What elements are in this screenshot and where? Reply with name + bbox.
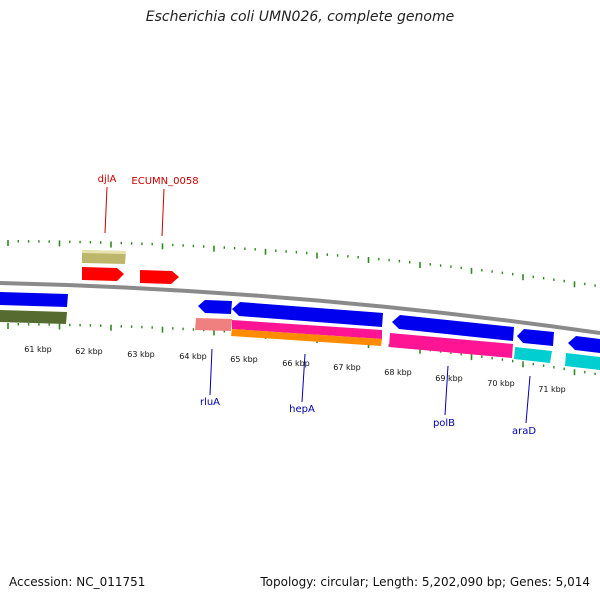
feature-hepA-band-orange[interactable] [231,329,382,346]
gene-label-polB[interactable]: polB [433,365,455,429]
feature-blue-left[interactable] [0,292,68,307]
feature-hepA-arrow[interactable] [232,302,383,327]
gene-label-hepA-text: hepA [289,404,315,415]
kbp-label: 63 kbp [127,350,155,359]
topology-text: Topology: circular; Length: 5,202,090 bp… [260,575,590,589]
feature-green-left[interactable] [0,310,67,324]
kbp-label: 64 kbp [179,352,207,361]
kbp-label: 69 kbp [435,374,463,383]
gene-label-djlA-text: djlA [98,174,117,185]
feature-hepA-band-pink[interactable] [232,320,382,339]
feature-araD-band[interactable] [514,347,552,363]
accession-text: Accession: NC_011751 [9,575,146,589]
feature-rluA-arrow[interactable] [198,300,232,314]
gene-label-rluA-text: rluA [200,397,220,408]
kbp-label: 62 kbp [75,347,103,356]
feature-ECUMN_0058-arrow[interactable] [140,270,179,284]
gene-label-polB-text: polB [433,418,455,429]
kbp-label: 65 kbp [230,355,258,364]
kbp-label: 67 kbp [333,363,361,372]
genome-backbone [0,281,600,335]
gene-label-djlA[interactable]: djlA [98,174,117,234]
kbp-label: 66 kbp [282,359,310,368]
feature-right-band[interactable] [565,353,600,370]
feature-djlA-arrow[interactable] [82,267,124,281]
feature-polB-band[interactable] [389,333,513,358]
gene-label-araD-text: araD [512,426,536,437]
kbp-labels: 61 kbp 62 kbp 63 kbp 64 kbp 65 kbp 66 kb… [24,345,566,394]
feature-right-arrow[interactable] [568,336,600,353]
feature-rluA-band[interactable] [195,318,232,331]
outer-ruler [7,240,596,288]
kbp-label: 61 kbp [24,345,52,354]
feature-araD-arrow[interactable] [517,329,554,346]
gene-label-ECUMN_0058-text: ECUMN_0058 [131,176,198,187]
kbp-label: 71 kbp [538,385,566,394]
map-title: Escherichia coli UMN026, complete genome [145,9,455,25]
gene-label-hepA[interactable]: hepA [289,353,315,415]
kbp-label: 68 kbp [384,368,412,377]
kbp-label: 70 kbp [487,379,515,388]
feature-polB-arrow[interactable] [392,315,514,341]
gene-label-araD[interactable]: araD [512,375,536,437]
feature-djlA-band[interactable] [82,250,126,264]
gene-label-ECUMN_0058[interactable]: ECUMN_0058 [131,176,199,237]
gene-label-rluA[interactable]: rluA [200,348,220,408]
